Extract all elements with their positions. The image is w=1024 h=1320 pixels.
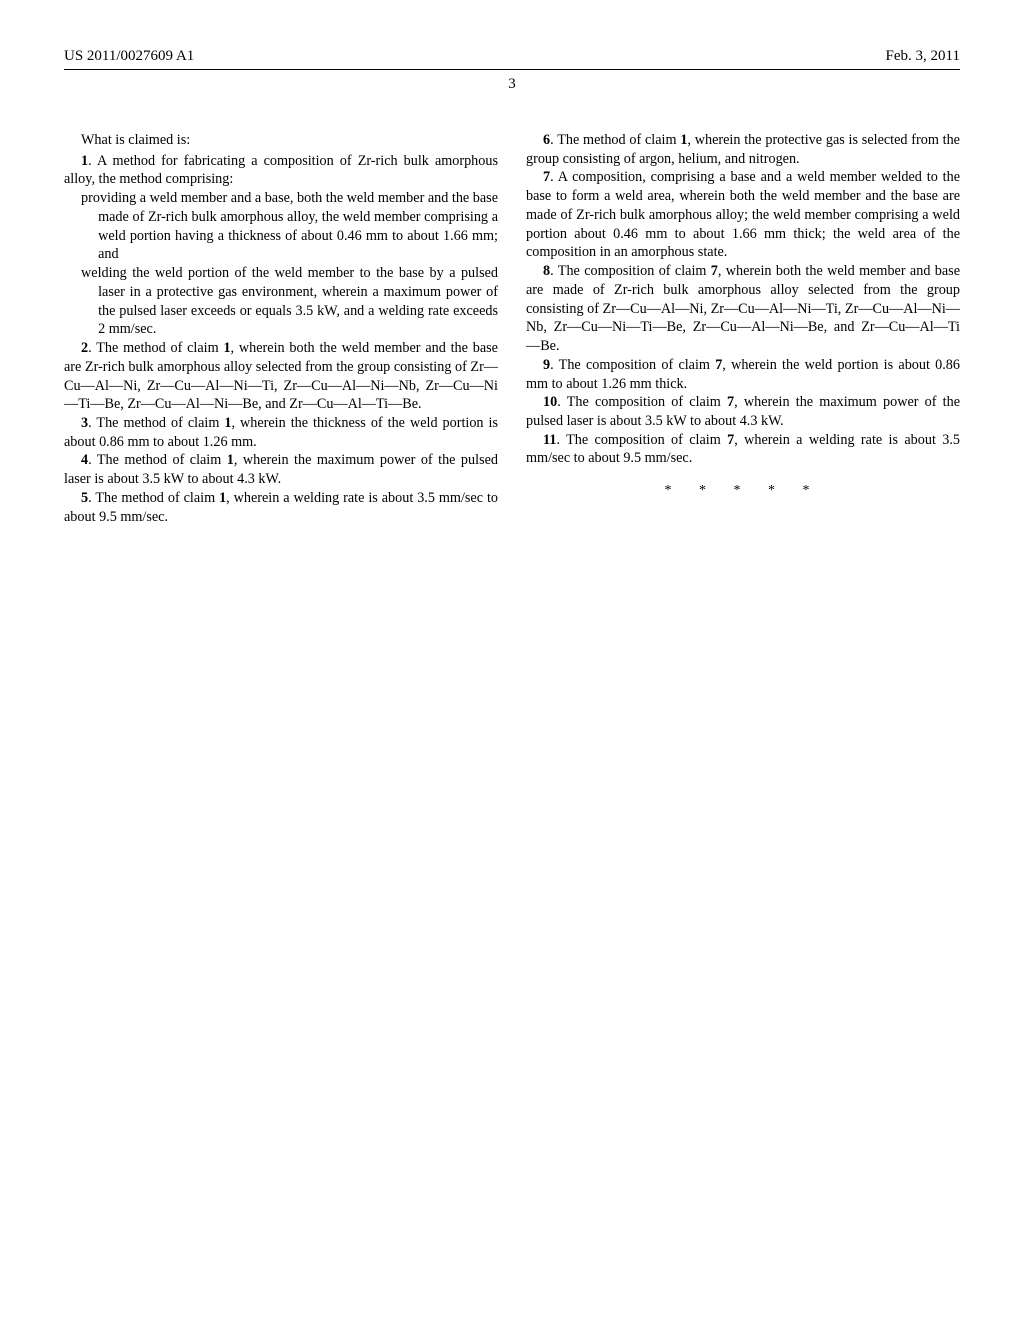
claim-4-mid: . The method of claim — [88, 452, 227, 468]
claim-4: 4. The method of claim 1, wherein the ma… — [64, 451, 498, 488]
claims-lead-in: What is claimed is: — [64, 131, 498, 150]
claim-9: 9. The composition of claim 7, wherein t… — [526, 356, 960, 393]
claim-4-ref: 1 — [227, 452, 234, 468]
claim-1-step-2: welding the weld portion of the weld mem… — [98, 264, 498, 339]
page-number: 3 — [64, 76, 960, 93]
claim-3: 3. The method of claim 1, wherein the th… — [64, 414, 498, 451]
claim-1-open-text: . A method for fabricating a composition… — [64, 153, 498, 188]
header-left: US 2011/0027609 A1 — [64, 48, 194, 65]
left-column: What is claimed is: 1. A method for fabr… — [64, 131, 498, 526]
claim-8: 8. The composition of claim 7, wherein b… — [526, 262, 960, 356]
claim-3-mid: . The method of claim — [88, 415, 224, 431]
claim-10: 10. The composition of claim 7, wherein … — [526, 393, 960, 430]
claim-11-mid: . The composition of claim — [556, 432, 727, 448]
claim-10-number: 10 — [543, 394, 557, 410]
claim-5-mid: . The method of claim — [88, 490, 219, 506]
claim-7: 7. A composition, comprising a base and … — [526, 168, 960, 262]
right-column: 6. The method of claim 1, wherein the pr… — [526, 131, 960, 526]
claim-5: 5. The method of claim 1, wherein a weld… — [64, 489, 498, 526]
claim-2-ref: 1 — [223, 340, 230, 356]
claim-9-mid: . The composition of claim — [550, 357, 715, 373]
claim-1-step-1: providing a weld member and a base, both… — [98, 189, 498, 264]
end-marker: * * * * * — [526, 482, 960, 500]
claim-6: 6. The method of claim 1, wherein the pr… — [526, 131, 960, 168]
claim-2: 2. The method of claim 1, wherein both t… — [64, 339, 498, 414]
claim-1: 1. A method for fabricating a compositio… — [64, 152, 498, 189]
page-container: US 2011/0027609 A1 Feb. 3, 2011 3 What i… — [0, 0, 1024, 1320]
text-columns: What is claimed is: 1. A method for fabr… — [64, 131, 960, 526]
claim-10-mid: . The composition of claim — [557, 394, 727, 410]
page-header: US 2011/0027609 A1 Feb. 3, 2011 — [64, 48, 960, 65]
claim-2-mid: . The method of claim — [88, 340, 223, 356]
claim-8-ref: 7 — [711, 263, 718, 279]
claim-8-mid: . The composition of claim — [550, 263, 711, 279]
header-rule — [64, 69, 960, 70]
claim-6-mid: . The method of claim — [550, 132, 680, 148]
claim-11: 11. The composition of claim 7, wherein … — [526, 431, 960, 468]
header-right: Feb. 3, 2011 — [886, 48, 960, 65]
claim-11-number: 11 — [543, 432, 556, 448]
claim-7-text: . A composition, comprising a base and a… — [526, 169, 960, 260]
